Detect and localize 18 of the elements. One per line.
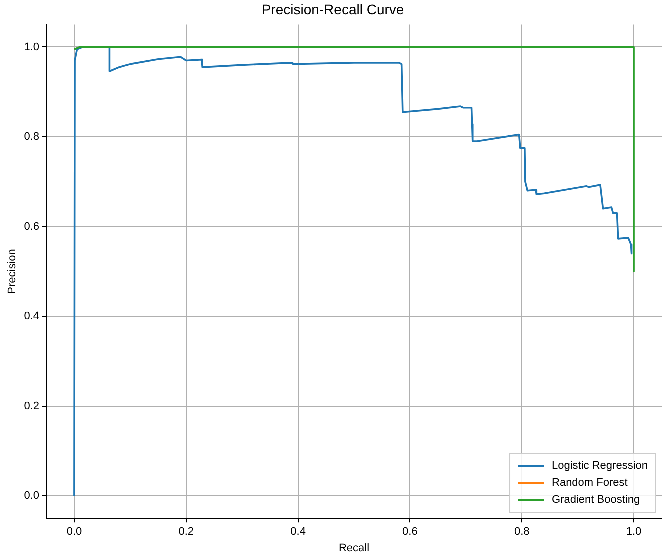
- y-tick-label: 1.0: [24, 41, 40, 54]
- x-axis-title: Recall: [338, 542, 370, 554]
- y-tick-label: 0.0: [24, 490, 40, 502]
- chart-title: Precision-Recall Curve: [262, 1, 404, 18]
- x-tick-label: 0.6: [402, 526, 418, 538]
- x-tick-label: 1.0: [626, 526, 642, 538]
- y-axis-title: Precision: [6, 249, 19, 294]
- x-tick-label: 0.2: [178, 526, 194, 538]
- x-tick-label: 0.8: [514, 526, 530, 538]
- y-tick-label: 0.6: [24, 220, 40, 233]
- legend-label: Gradient Boosting: [552, 494, 640, 506]
- y-tick-label: 0.4: [24, 310, 40, 323]
- x-tick-label: 0.4: [290, 526, 306, 538]
- legend-label: Random Forest: [552, 477, 628, 490]
- y-tick-label: 0.2: [24, 400, 40, 412]
- legend-label: Logistic Regression: [552, 460, 648, 472]
- y-tick-label: 0.8: [24, 131, 40, 144]
- x-tick-label: 0.0: [66, 526, 82, 538]
